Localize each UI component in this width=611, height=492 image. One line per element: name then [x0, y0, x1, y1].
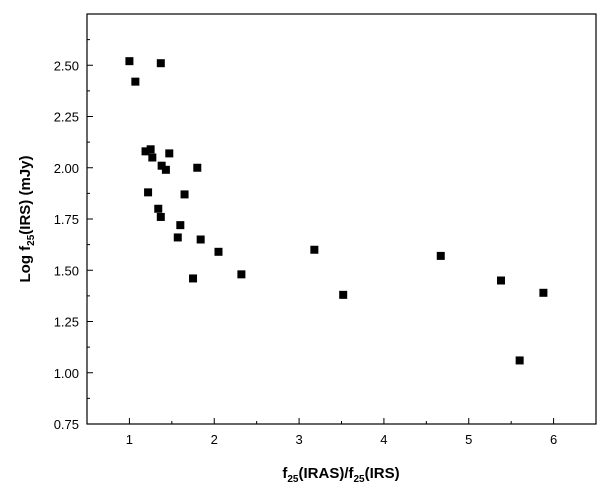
y-axis-title: Log f25(IRS) (mJy): [17, 156, 37, 283]
x-tick-label: 2: [211, 432, 218, 447]
y-tick-label: 2.50: [54, 58, 79, 73]
data-point: [131, 77, 140, 86]
data-point: [515, 356, 524, 365]
data-point: [165, 149, 174, 158]
data-point: [193, 163, 202, 172]
data-point: [173, 233, 182, 242]
data-points: [125, 57, 548, 365]
data-point: [157, 161, 166, 170]
data-point: [148, 153, 157, 162]
y-tick-label: 1.25: [54, 315, 79, 330]
y-tick-label: 1.00: [54, 366, 79, 381]
data-point: [237, 270, 246, 279]
x-tick-label: 5: [465, 432, 472, 447]
data-point: [180, 190, 189, 199]
x-tick-label: 1: [126, 432, 133, 447]
x-axis: 1 2 3 4 5 6: [86, 418, 597, 447]
data-point: [196, 235, 205, 244]
data-point: [436, 251, 445, 260]
data-point: [141, 147, 150, 156]
data-point: [310, 245, 319, 254]
x-tick-label: 4: [380, 432, 387, 447]
data-point: [214, 247, 223, 256]
data-point: [496, 276, 505, 285]
data-point: [539, 288, 548, 297]
data-point: [156, 212, 165, 221]
data-point: [161, 165, 170, 174]
data-point: [154, 204, 163, 213]
data-point: [146, 145, 155, 154]
x-tick-label: 3: [295, 432, 302, 447]
data-point: [125, 57, 134, 66]
data-point: [189, 274, 198, 283]
data-point: [156, 59, 165, 68]
x-tick-label: 6: [550, 432, 557, 447]
data-point: [339, 290, 348, 299]
y-tick-label: 2.25: [54, 110, 79, 125]
y-axis: 0.75 1.00 1.25 1.50 1.75 2.00 2.25 2.50: [54, 39, 93, 432]
data-point: [176, 221, 185, 230]
y-tick-label: 2.00: [54, 161, 79, 176]
x-axis-title: f25(IRAS)/f25(IRS): [282, 465, 399, 485]
y-tick-label: 0.75: [54, 417, 79, 432]
y-tick-label: 1.50: [54, 263, 79, 278]
data-point: [144, 188, 153, 197]
y-tick-label: 1.75: [54, 212, 79, 227]
